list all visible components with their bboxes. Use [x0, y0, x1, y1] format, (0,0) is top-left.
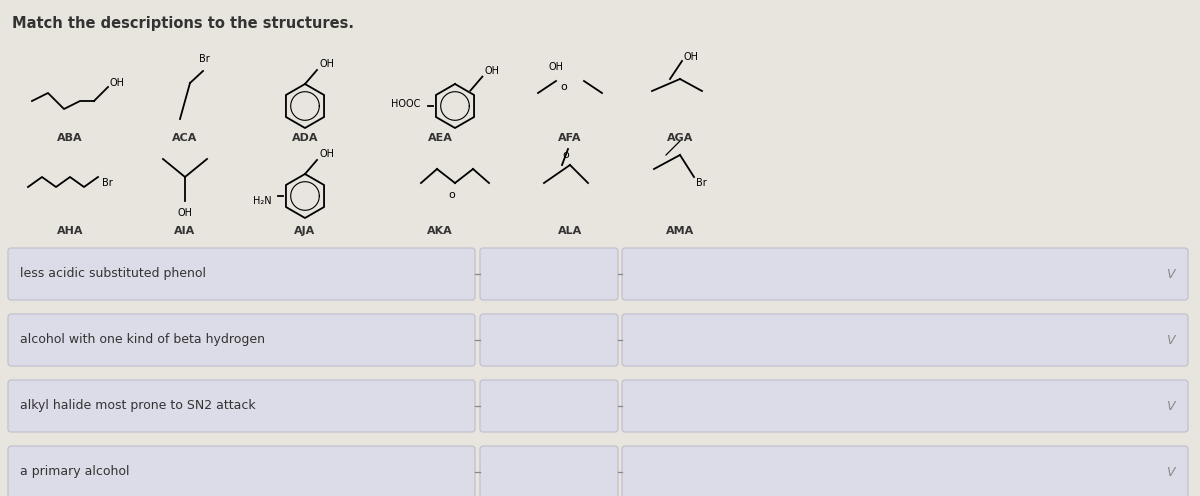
Text: AJA: AJA: [294, 226, 316, 236]
Text: V: V: [1165, 333, 1175, 347]
FancyBboxPatch shape: [622, 380, 1188, 432]
Text: a primary alcohol: a primary alcohol: [20, 466, 130, 479]
Text: OH: OH: [684, 52, 698, 62]
Text: OH: OH: [178, 208, 192, 218]
Text: H₂N: H₂N: [253, 196, 271, 206]
Text: OH: OH: [319, 59, 334, 69]
Text: o: o: [563, 150, 569, 160]
Text: o: o: [560, 82, 568, 92]
Text: Br: Br: [102, 178, 113, 188]
Text: less acidic substituted phenol: less acidic substituted phenol: [20, 267, 206, 281]
Text: V: V: [1165, 267, 1175, 281]
Text: alcohol with one kind of beta hydrogen: alcohol with one kind of beta hydrogen: [20, 333, 265, 347]
FancyBboxPatch shape: [480, 380, 618, 432]
Text: AFA: AFA: [558, 133, 582, 143]
Text: ABA: ABA: [58, 133, 83, 143]
Text: V: V: [1165, 399, 1175, 413]
FancyBboxPatch shape: [8, 248, 475, 300]
Text: OH: OH: [110, 78, 125, 88]
Text: OH: OH: [319, 149, 334, 159]
Text: OH: OH: [485, 65, 499, 75]
Text: Br: Br: [696, 178, 707, 188]
Text: OH: OH: [548, 62, 564, 72]
Text: ACA: ACA: [173, 133, 198, 143]
FancyBboxPatch shape: [8, 314, 475, 366]
Text: AHA: AHA: [56, 226, 83, 236]
Text: ALA: ALA: [558, 226, 582, 236]
Text: AGA: AGA: [667, 133, 694, 143]
Text: AEA: AEA: [427, 133, 452, 143]
FancyBboxPatch shape: [622, 314, 1188, 366]
Text: o: o: [449, 190, 455, 200]
FancyBboxPatch shape: [8, 446, 475, 496]
FancyBboxPatch shape: [480, 314, 618, 366]
Text: AKA: AKA: [427, 226, 452, 236]
FancyBboxPatch shape: [480, 446, 618, 496]
Text: Br: Br: [199, 54, 210, 64]
FancyBboxPatch shape: [622, 248, 1188, 300]
Text: HOOC: HOOC: [391, 99, 420, 109]
FancyBboxPatch shape: [8, 380, 475, 432]
Text: Match the descriptions to the structures.: Match the descriptions to the structures…: [12, 16, 354, 31]
Text: ADA: ADA: [292, 133, 318, 143]
Text: V: V: [1165, 466, 1175, 479]
FancyBboxPatch shape: [622, 446, 1188, 496]
FancyBboxPatch shape: [480, 248, 618, 300]
Text: alkyl halide most prone to SN2 attack: alkyl halide most prone to SN2 attack: [20, 399, 256, 413]
Text: AIA: AIA: [174, 226, 196, 236]
Text: AMA: AMA: [666, 226, 694, 236]
